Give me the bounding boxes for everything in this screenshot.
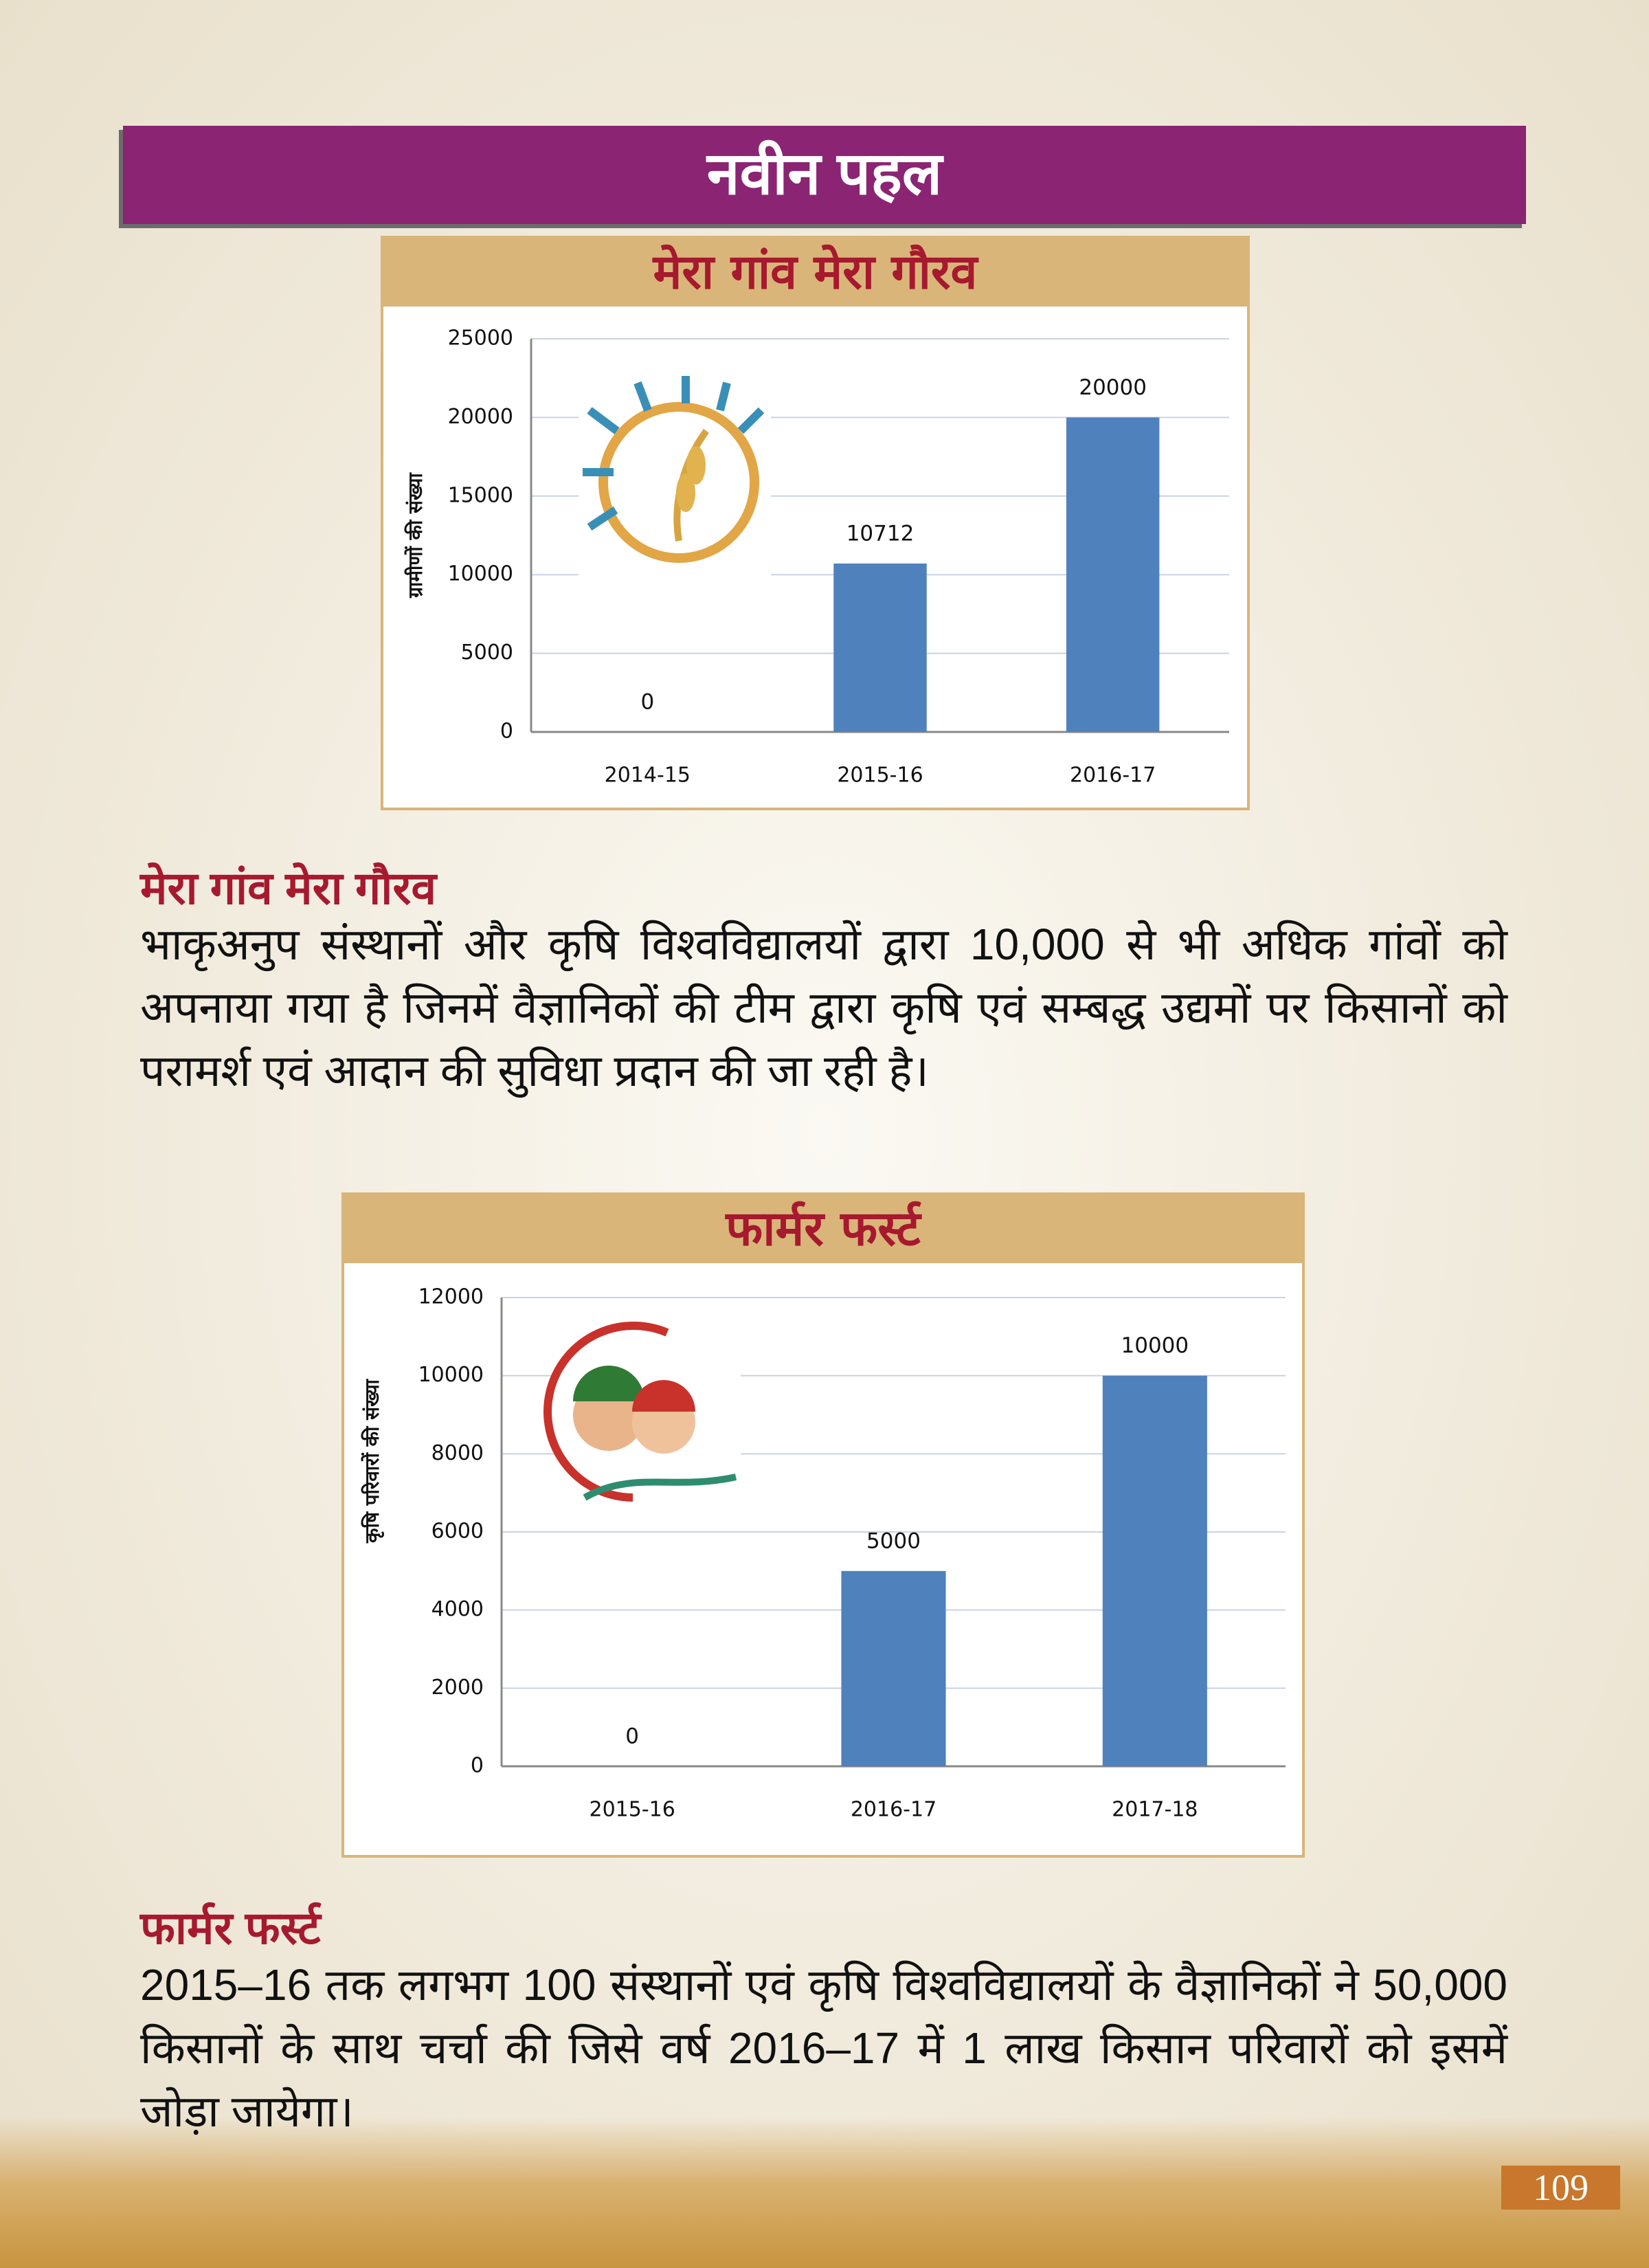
chart-title: फार्मर फर्स्ट [724,1201,922,1257]
data-label: 20000 [1079,375,1147,400]
x-tick-label: 2016-17 [851,1798,936,1822]
x-tick-label: 2015-16 [589,1798,675,1822]
y-tick-label: 20000 [448,405,513,429]
chart: फार्मर फर्स्ट कृषि परिवारों की संख्या 0 200… [341,1192,1305,1858]
bar [1066,417,1160,732]
y-tick-label: 5000 [461,641,513,665]
chart-header [383,238,1247,307]
section-text: 2015–16 तक लगभग 100 संस्थानों एवं कृषि व… [140,1960,1508,2136]
y-tick-label: 2000 [431,1676,484,1700]
section-heading: फार्मर फर्स्ट [140,1902,321,1953]
bar [833,563,927,732]
x-tick-label: 2017-18 [1112,1798,1198,1822]
background-wheat [0,2117,1649,2268]
y-tick-label: 10000 [448,562,513,586]
y-tick-label: 15000 [448,483,513,507]
data-label: 5000 [866,1528,921,1553]
chart-title: मेरा गांव मेरा गौरव [652,244,979,300]
y-tick-label: 6000 [431,1520,484,1544]
y-tick-label: 8000 [431,1441,484,1465]
chart: मेरा गांव मेरा गौरव ग्रामीणों की संख्या 0 5… [381,236,1250,810]
data-label: 0 [640,690,654,715]
logo [579,373,771,586]
page-number: 109 [1501,2166,1620,2210]
y-tick-label: 25000 [448,326,513,351]
x-tick-label: 2016-17 [1070,764,1156,788]
data-label: 10000 [1121,1333,1189,1358]
y-tick-label: 0 [500,720,513,744]
y-tick-label: 0 [471,1754,484,1778]
page-title: नवीन पहल [123,126,1526,224]
chart-header [344,1195,1302,1263]
x-tick-label: 2015-16 [837,764,923,788]
bar [1102,1375,1207,1766]
section-heading: मेरा गांव मेरा गौरव [140,863,437,913]
logo [543,1320,741,1509]
y-tick-label: 12000 [418,1285,484,1309]
y-tick-label: 10000 [418,1363,484,1387]
data-label: 0 [625,1724,639,1749]
y-axis-label: ग्रामीणों की संख्या [404,471,427,598]
data-label: 10712 [846,521,915,546]
bar [841,1570,946,1766]
section-text: भाकृअनुप संस्थानों और कृषि विश्वविद्यालय… [140,920,1507,1096]
x-tick-label: 2014-15 [605,764,691,788]
y-axis-label: कृषि परिवारों की संख्या [361,1378,384,1544]
y-tick-label: 4000 [431,1597,484,1621]
